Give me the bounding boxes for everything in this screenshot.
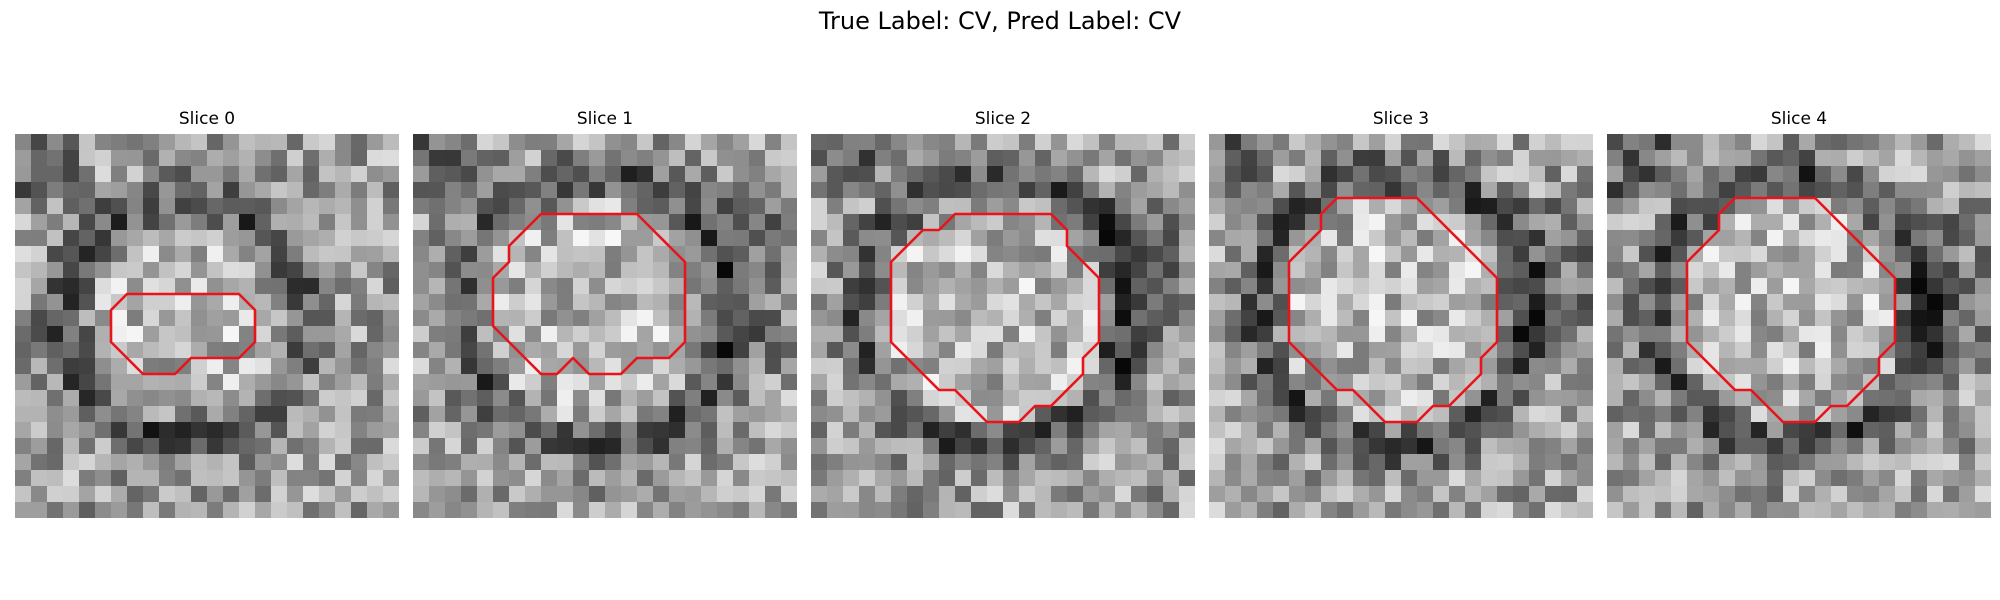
slice-panel-2: Slice 2	[811, 108, 1195, 518]
contour-polygon-4	[1687, 198, 1895, 422]
slice-title-2: Slice 2	[974, 109, 1032, 129]
slice-title-1: Slice 1	[576, 109, 634, 129]
slice-panel-0: Slice 0	[15, 108, 399, 518]
slice-image-1	[413, 134, 797, 518]
slice-title-4: Slice 4	[1770, 109, 1828, 129]
slice-title-3: Slice 3	[1372, 109, 1430, 129]
contour-polygon-3	[1289, 198, 1497, 422]
segmentation-contour-4	[1607, 134, 1991, 518]
slice-panel-3: Slice 3	[1209, 108, 1593, 518]
segmentation-contour-0	[15, 134, 399, 518]
contour-polygon-1	[493, 214, 685, 374]
contour-polygon-2	[891, 214, 1099, 422]
slice-panel-1: Slice 1	[413, 108, 797, 518]
slice-title-0: Slice 0	[178, 109, 236, 129]
slice-panel-4: Slice 4	[1607, 108, 1991, 518]
contour-polygon-0	[111, 294, 255, 374]
segmentation-contour-3	[1209, 134, 1593, 518]
figure-title: True Label: CV, Pred Label: CV	[818, 7, 1182, 35]
slice-image-2	[811, 134, 1195, 518]
slice-image-0	[15, 134, 399, 518]
segmentation-contour-1	[413, 134, 797, 518]
segmentation-contour-2	[811, 134, 1195, 518]
